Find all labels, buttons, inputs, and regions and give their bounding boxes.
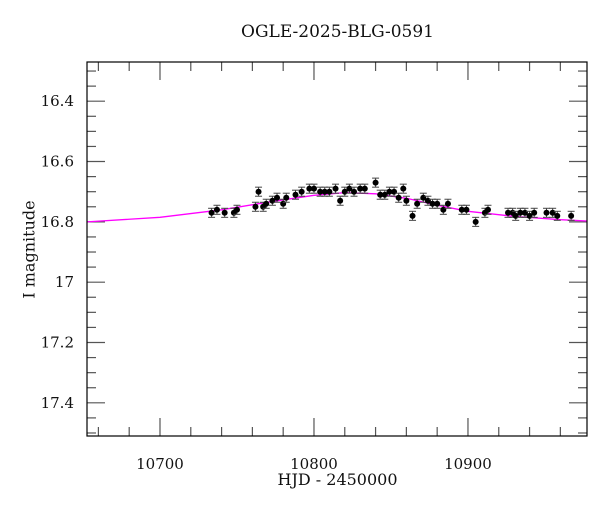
data-point bbox=[255, 186, 263, 197]
data-point bbox=[390, 186, 398, 197]
data-point bbox=[444, 198, 452, 209]
data-point bbox=[282, 192, 290, 203]
data-point bbox=[213, 204, 221, 215]
data-point bbox=[399, 183, 407, 194]
data-point bbox=[310, 183, 318, 194]
x-tick-label: 10900 bbox=[444, 455, 492, 473]
data-point bbox=[292, 189, 300, 200]
y-tick-label: 16.8 bbox=[41, 213, 74, 231]
y-tick-label: 17 bbox=[55, 273, 74, 291]
data-point bbox=[484, 204, 492, 215]
y-tick-label: 16.4 bbox=[41, 92, 74, 110]
y-tick-label: 16.6 bbox=[41, 153, 74, 171]
data-point bbox=[433, 198, 441, 209]
y-tick-label: 17.4 bbox=[41, 394, 74, 412]
data-point bbox=[472, 216, 480, 227]
data-point bbox=[395, 192, 403, 203]
data-point bbox=[462, 204, 470, 215]
data-point bbox=[332, 183, 340, 194]
axis-ticks bbox=[87, 62, 587, 436]
data-point bbox=[208, 207, 216, 218]
data-point bbox=[413, 198, 421, 209]
data-point bbox=[350, 186, 358, 197]
data-point bbox=[409, 210, 417, 221]
data-point bbox=[233, 204, 241, 215]
data-point bbox=[402, 195, 410, 206]
data-point bbox=[325, 186, 333, 197]
x-tick-label: 10800 bbox=[290, 455, 338, 473]
plot-frame bbox=[86, 61, 588, 437]
data-point bbox=[221, 207, 229, 218]
data-point bbox=[543, 207, 551, 218]
data-point bbox=[251, 201, 259, 212]
data-point bbox=[298, 186, 306, 197]
tick-labels: 10700 10800 10900 16.4 16.6 16.8 17 17.2 17.4 bbox=[41, 92, 492, 473]
x-axis-label: HJD - 2450000 bbox=[277, 470, 398, 489]
data-point bbox=[262, 198, 270, 209]
data-point bbox=[273, 192, 281, 203]
data-point bbox=[336, 195, 344, 206]
data-point bbox=[361, 183, 369, 194]
data-point bbox=[530, 207, 538, 218]
data-point bbox=[553, 210, 561, 221]
data-points bbox=[208, 177, 575, 227]
x-tick-label: 10700 bbox=[136, 455, 184, 473]
data-point bbox=[504, 207, 512, 218]
y-tick-label: 17.2 bbox=[41, 334, 74, 352]
data-point bbox=[372, 177, 380, 188]
data-point bbox=[567, 210, 575, 221]
chart-title: OGLE-2025-BLG-0591 bbox=[241, 22, 434, 42]
